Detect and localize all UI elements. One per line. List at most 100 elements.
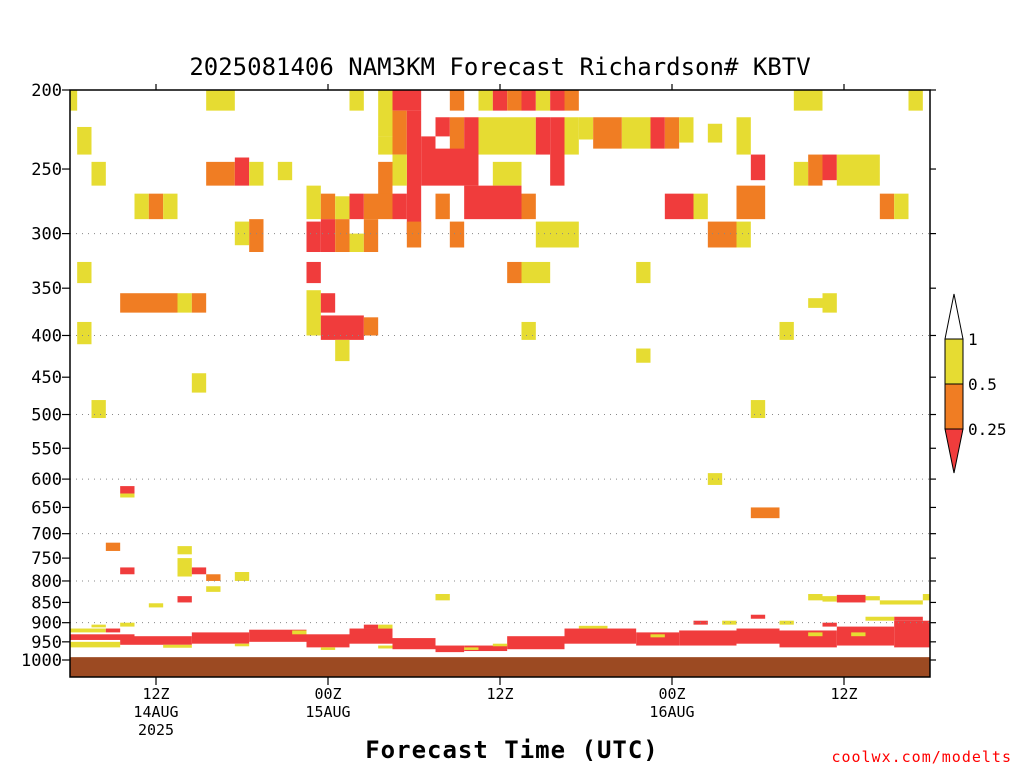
y-tick-label: 950 bbox=[31, 633, 62, 653]
ri-bin-below-0.25 bbox=[750, 614, 766, 619]
y-tick-label: 650 bbox=[31, 498, 62, 518]
colorbar-0.25-0.5 bbox=[944, 383, 964, 430]
y-tick-label: 700 bbox=[31, 525, 62, 545]
y-tick-label: 550 bbox=[31, 439, 62, 459]
y-tick-label: 750 bbox=[31, 549, 62, 569]
ri-bin-0.5-1 bbox=[535, 221, 579, 248]
ri-bin-below-0.25 bbox=[822, 622, 837, 627]
ri-bin-below-0.25 bbox=[736, 628, 780, 644]
ri-bin-below-0.25 bbox=[177, 596, 192, 603]
ri-bin-below-0.25 bbox=[320, 315, 364, 340]
ri-bin-0.5-1 bbox=[636, 348, 651, 363]
ri-bin-0.5-1 bbox=[464, 647, 479, 650]
ri-bin-0.5-1 bbox=[750, 400, 766, 419]
ri-bin-0.5-1 bbox=[578, 117, 594, 140]
ri-bin-below-0.25 bbox=[464, 185, 522, 220]
ri-bin-0.5-1 bbox=[779, 620, 794, 625]
credit-link[interactable]: coolwx.com/modelts bbox=[831, 748, 1012, 766]
ri-bin-below-0.25 bbox=[392, 638, 436, 650]
ri-bin-below-0.25 bbox=[435, 148, 479, 186]
ri-bin-0.25-0.5 bbox=[879, 193, 895, 220]
ri-bin-0.5-1 bbox=[335, 339, 350, 362]
ri-bin-0.5-1 bbox=[822, 293, 837, 313]
ri-bin-below-0.25 bbox=[679, 630, 737, 646]
ri-bin-below-0.25 bbox=[191, 567, 207, 575]
ri-bin-0.5-1 bbox=[234, 572, 250, 581]
ri-bin-below-0.25 bbox=[191, 632, 250, 644]
ri-bin-below-0.25 bbox=[306, 221, 321, 253]
ri-bin-0.5-1 bbox=[234, 643, 250, 647]
ri-bin-0.5-1 bbox=[320, 647, 336, 650]
ri-bin-0.25-0.5 bbox=[521, 193, 536, 220]
ri-bin-0.5-1 bbox=[793, 161, 809, 186]
ri-bin-below-0.25 bbox=[664, 193, 694, 220]
y-tick-label: 850 bbox=[31, 593, 62, 613]
ri-bin-0.5-1 bbox=[865, 596, 880, 601]
ri-bin-below-0.25 bbox=[435, 645, 465, 653]
ri-bin-0.5-1 bbox=[722, 620, 737, 625]
colorbar-under bbox=[944, 428, 964, 474]
ri-bin-0.5-1 bbox=[70, 641, 121, 648]
ri-bin-0.5-1 bbox=[134, 193, 149, 220]
ri-bin-0.25-0.5 bbox=[206, 574, 221, 581]
ri-bin-0.25-0.5 bbox=[449, 221, 465, 248]
ri-bin-below-0.25 bbox=[636, 632, 680, 646]
ri-bin-0.5-1 bbox=[206, 586, 221, 592]
ri-bin-below-0.25 bbox=[894, 616, 923, 621]
ri-bin-below-0.25 bbox=[392, 193, 407, 220]
x-tick-label: 2025 bbox=[138, 721, 174, 739]
colorbar-over bbox=[944, 293, 964, 340]
ri-bin-0.5-1 bbox=[492, 161, 522, 186]
ri-bin-0.5-1 bbox=[535, 90, 551, 111]
ri-bin-0.25-0.5 bbox=[335, 219, 350, 253]
ri-bin-0.5-1 bbox=[621, 117, 651, 149]
ri-bin-0.5-1 bbox=[306, 290, 321, 336]
ri-bin-below-0.25 bbox=[521, 90, 536, 111]
ri-bin-0.25-0.5 bbox=[105, 542, 121, 551]
ri-bin-0.5-1 bbox=[70, 90, 78, 111]
ri-bin-below-0.25 bbox=[564, 628, 637, 644]
ri-bin-0.5-1 bbox=[349, 233, 364, 253]
ri-bin-0.25-0.5 bbox=[120, 293, 178, 313]
ri-bin-0.25-0.5 bbox=[707, 221, 737, 248]
ri-bin-below-0.25 bbox=[650, 117, 665, 149]
ri-bin-below-0.25 bbox=[234, 157, 250, 186]
ri-bin-0.25-0.5 bbox=[148, 193, 164, 220]
ri-bin-0.5-1 bbox=[894, 193, 909, 220]
ri-bin-0.5-1 bbox=[177, 546, 192, 555]
ri-bin-0.5-1 bbox=[836, 154, 880, 186]
ri-bin-below-0.25 bbox=[120, 567, 135, 575]
richardson-bins bbox=[70, 90, 930, 653]
y-tick-label: 200 bbox=[31, 81, 62, 101]
ri-bin-0.5-1 bbox=[77, 126, 92, 155]
y-tick-label: 350 bbox=[31, 279, 62, 299]
ri-bin-0.5-1 bbox=[636, 261, 651, 284]
ri-bin-0.25-0.5 bbox=[607, 117, 622, 149]
y-tick-label: 250 bbox=[31, 160, 62, 180]
ri-bin-below-0.25 bbox=[779, 630, 837, 648]
y-axis-ticks: 200 250 300 350 400 450 500 550 600 650 700 750 8008… bbox=[21, 81, 936, 671]
y-tick-label: 600 bbox=[31, 470, 62, 490]
ri-bin-0.25-0.5 bbox=[406, 221, 422, 248]
y-tick-label: 800 bbox=[31, 572, 62, 592]
ri-bin-0.5-1 bbox=[306, 185, 321, 220]
ri-bin-0.5-1 bbox=[191, 373, 207, 393]
ri-bin-0.5-1 bbox=[922, 594, 930, 601]
ri-bin-0.5-1 bbox=[521, 261, 551, 284]
x-tick-label: 12Z bbox=[830, 685, 857, 703]
ri-bin-0.5-1 bbox=[378, 624, 393, 629]
ri-bin-0.5-1 bbox=[234, 221, 250, 246]
ri-bin-0.5-1 bbox=[392, 154, 407, 186]
ri-bin-below-0.25 bbox=[392, 90, 422, 111]
ri-bin-0.25-0.5 bbox=[392, 110, 407, 155]
x-tick-label: 16AUG bbox=[649, 703, 694, 721]
colorbar-0.5-1 bbox=[944, 338, 964, 385]
surface-ground bbox=[70, 657, 930, 677]
ri-bin-0.5-1 bbox=[808, 298, 823, 308]
ri-bin-0.5-1 bbox=[77, 261, 92, 284]
ri-bin-below-0.25 bbox=[550, 117, 565, 186]
ri-bin-below-0.25 bbox=[822, 154, 837, 181]
ri-bin-0.5-1 bbox=[91, 624, 106, 628]
